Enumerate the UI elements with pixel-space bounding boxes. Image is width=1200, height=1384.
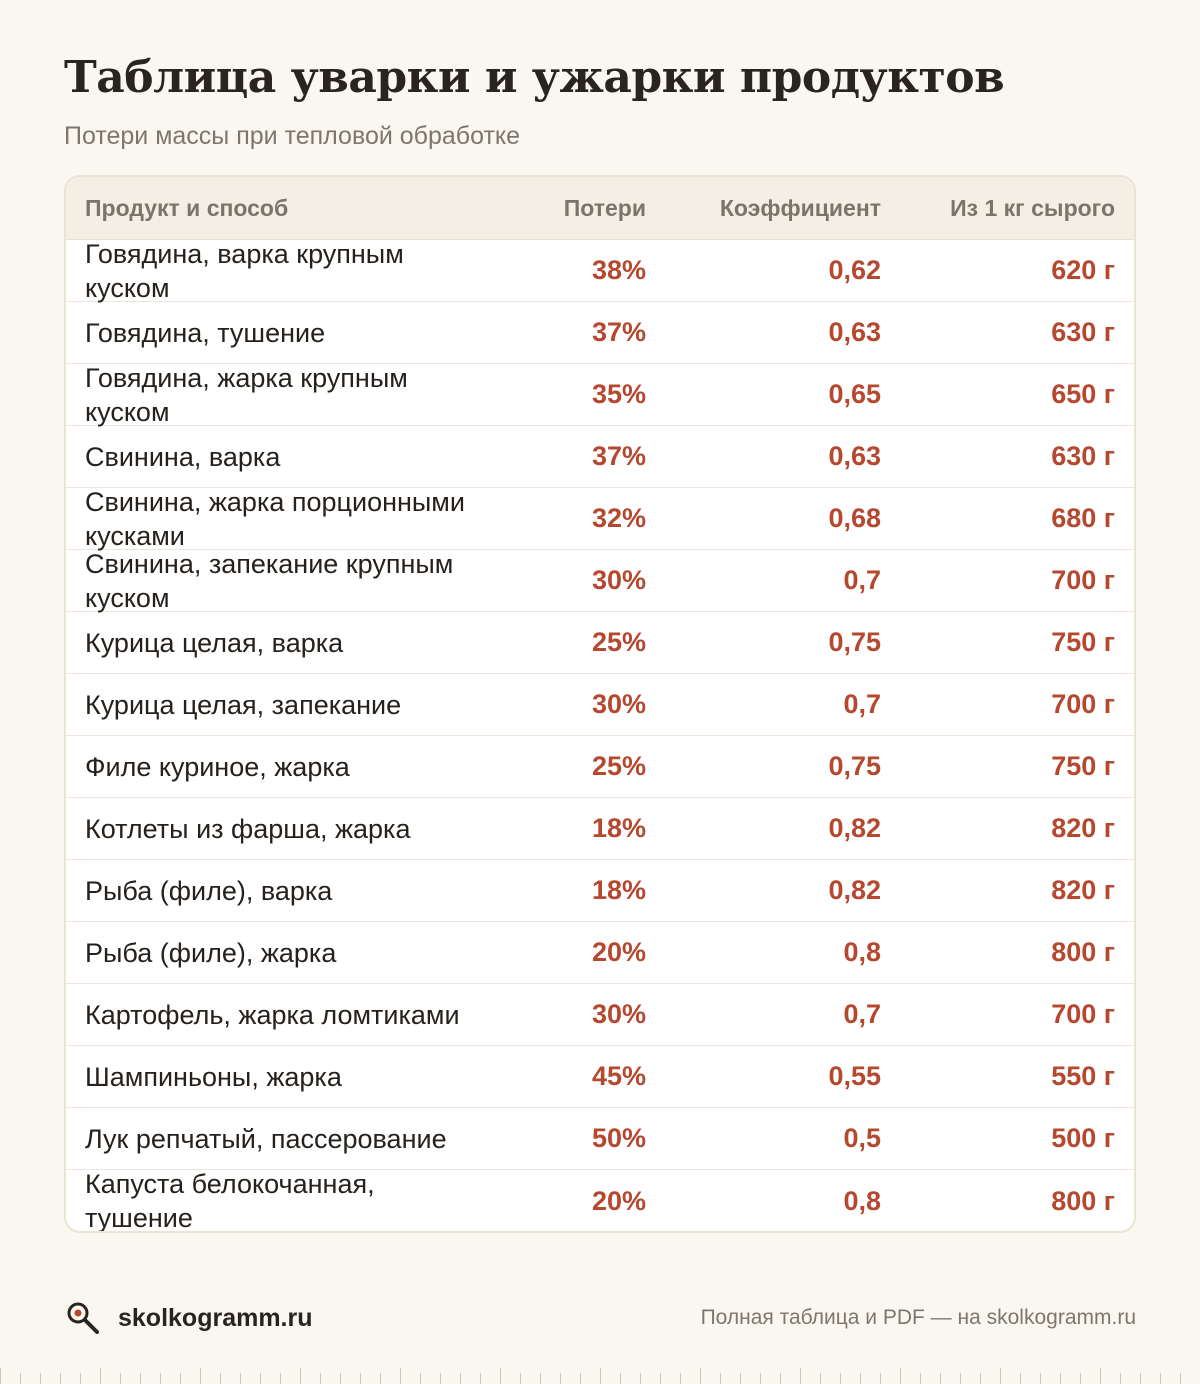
loss-cell: 50% (591, 1123, 646, 1153)
table-row: Курица целая, варка 25% 0,75 750 г (66, 612, 1134, 674)
table-row: Говядина, тушение 37% 0,63 630 г (66, 302, 1134, 364)
loss-cell: 35% (591, 379, 646, 409)
coefficient-cell: 0,75 (828, 627, 881, 657)
table-row: Филе куриное, жарка 25% 0,75 750 г (66, 736, 1134, 798)
coefficient-cell: 0,82 (828, 813, 881, 843)
coefficient-cell: 0,63 (828, 441, 881, 471)
product-name-cell: Говядина, тушение (85, 317, 326, 348)
product-name-cell: Филе куриное, жарка (85, 751, 350, 782)
coefficient-cell: 0,55 (828, 1061, 881, 1091)
column-header-product: Продукт и способ (85, 194, 289, 221)
footer-note: Полная таблица и PDF — на skolkogramm.ru (700, 1306, 1136, 1329)
loss-cell: 18% (591, 813, 646, 843)
page-subtitle: Потери массы при тепловой обработке (64, 122, 521, 150)
product-name-cell: Лук репчатый, пассерование (85, 1123, 447, 1154)
table-header: Продукт и способ Потери Коэффициент Из 1… (66, 177, 1134, 240)
loss-cell: 25% (591, 751, 646, 781)
site-name: skolkogramm.ru (118, 1303, 313, 1332)
loss-cell: 18% (591, 875, 646, 905)
yield-cell: 800 г (1051, 1185, 1115, 1216)
yield-cell: 800 г (1051, 937, 1115, 967)
table-row: Говядина, жарка крупным куском 35% 0,65 650… (66, 362, 1134, 427)
table-row: Свинина, жарка порционными кусками 32% 0,6… (66, 486, 1134, 551)
loss-cell: 25% (591, 627, 646, 657)
loss-cell: 37% (591, 317, 646, 347)
yield-cell: 700 г (1051, 689, 1115, 719)
yield-cell: 700 г (1051, 999, 1115, 1029)
column-header-yield: Из 1 кг сырого (950, 194, 1115, 221)
site-logo[interactable]: skolkogramm.ru (64, 1299, 313, 1337)
coefficient-cell: 0,8 (843, 1185, 881, 1216)
coefficient-cell: 0,62 (828, 255, 881, 285)
table-row: Рыба (филе), жарка 20% 0,8 800 г (66, 922, 1134, 984)
coefficient-cell: 0,7 (843, 565, 881, 595)
data-table: Продукт и способ Потери Коэффициент Из 1… (64, 175, 1136, 1233)
yield-cell: 630 г (1051, 317, 1115, 347)
column-header-coefficient: Коэффициент (719, 194, 881, 221)
product-name-cell: Картофель, жарка ломтиками (85, 999, 460, 1030)
loss-cell: 20% (591, 1185, 646, 1216)
yield-cell: 620 г (1051, 255, 1115, 285)
table-row: Курица целая, запекание 30% 0,7 700 г (66, 674, 1134, 736)
yield-cell: 750 г (1051, 627, 1115, 657)
table-row: Картофель, жарка ломтиками 30% 0,7 700 г (66, 984, 1134, 1046)
table-row: Капуста белокочанная, тушение 20% 0,8 800 г (66, 1169, 1134, 1233)
product-name-cell: Курица целая, запекание (85, 689, 402, 720)
coefficient-cell: 0,5 (843, 1123, 881, 1153)
product-name-cell: Свинина, жарка порционными кусками (85, 486, 465, 551)
product-name-cell: Шампиньоны, жарка (85, 1061, 342, 1092)
table-row: Лук репчатый, пассерование 50% 0,5 500 г (66, 1108, 1134, 1170)
coefficient-cell: 0,75 (828, 751, 881, 781)
yield-cell: 700 г (1051, 565, 1115, 595)
loss-cell: 45% (591, 1061, 646, 1091)
page-title: Таблица уварки и ужарки продуктов (64, 52, 1005, 103)
yield-cell: 680 г (1051, 503, 1115, 533)
yield-cell: 500 г (1051, 1123, 1115, 1153)
yield-cell: 650 г (1051, 379, 1115, 409)
coefficient-cell: 0,7 (843, 689, 881, 719)
product-name-cell: Свинина, варка (85, 441, 281, 472)
product-name-cell: Капуста белокочанная, тушение (85, 1169, 375, 1233)
yield-cell: 750 г (1051, 751, 1115, 781)
coefficient-cell: 0,65 (828, 379, 881, 409)
table-row: Шампиньоны, жарка 45% 0,55 550 г (66, 1046, 1134, 1108)
loss-cell: 38% (591, 255, 646, 285)
coefficient-cell: 0,82 (828, 875, 881, 905)
table-row: Свинина, варка 37% 0,63 630 г (66, 426, 1134, 488)
loss-cell: 37% (591, 441, 646, 471)
loss-cell: 32% (591, 503, 646, 533)
loss-cell: 30% (591, 565, 646, 595)
coefficient-cell: 0,8 (843, 937, 881, 967)
table-row: Свинина, запекание крупным куском 30% 0,7 7… (66, 548, 1134, 613)
coefficient-cell: 0,63 (828, 317, 881, 347)
ruler-decoration (0, 1368, 1181, 1384)
loss-cell: 20% (591, 937, 646, 967)
product-name-cell: Свинина, запекание крупным куском (85, 548, 454, 613)
table-row: Рыба (филе), варка 18% 0,82 820 г (66, 860, 1134, 922)
column-header-loss: Потери (563, 194, 646, 221)
product-name-cell: Рыба (филе), варка (85, 875, 333, 906)
yield-cell: 820 г (1051, 875, 1115, 905)
coefficient-cell: 0,7 (843, 999, 881, 1029)
product-name-cell: Рыба (филе), жарка (85, 937, 337, 968)
yield-cell: 630 г (1051, 441, 1115, 471)
coefficient-cell: 0,68 (828, 503, 881, 533)
yield-cell: 550 г (1051, 1061, 1115, 1091)
table-body: Говядина, варка крупным куском 38% 0,62 620… (66, 238, 1134, 1233)
product-name-cell: Котлеты из фарша, жарка (85, 813, 411, 844)
product-name-cell: Курица целая, варка (85, 627, 344, 658)
loss-cell: 30% (591, 999, 646, 1029)
table-row: Говядина, варка крупным куском 38% 0,62 620… (66, 238, 1134, 303)
product-name-cell: Говядина, жарка крупным куском (85, 362, 408, 427)
loss-cell: 30% (591, 689, 646, 719)
yield-cell: 820 г (1051, 813, 1115, 843)
table-row: Котлеты из фарша, жарка 18% 0,82 820 г (66, 798, 1134, 860)
product-name-cell: Говядина, варка крупным куском (85, 238, 404, 303)
magnifier-icon (67, 1302, 99, 1334)
